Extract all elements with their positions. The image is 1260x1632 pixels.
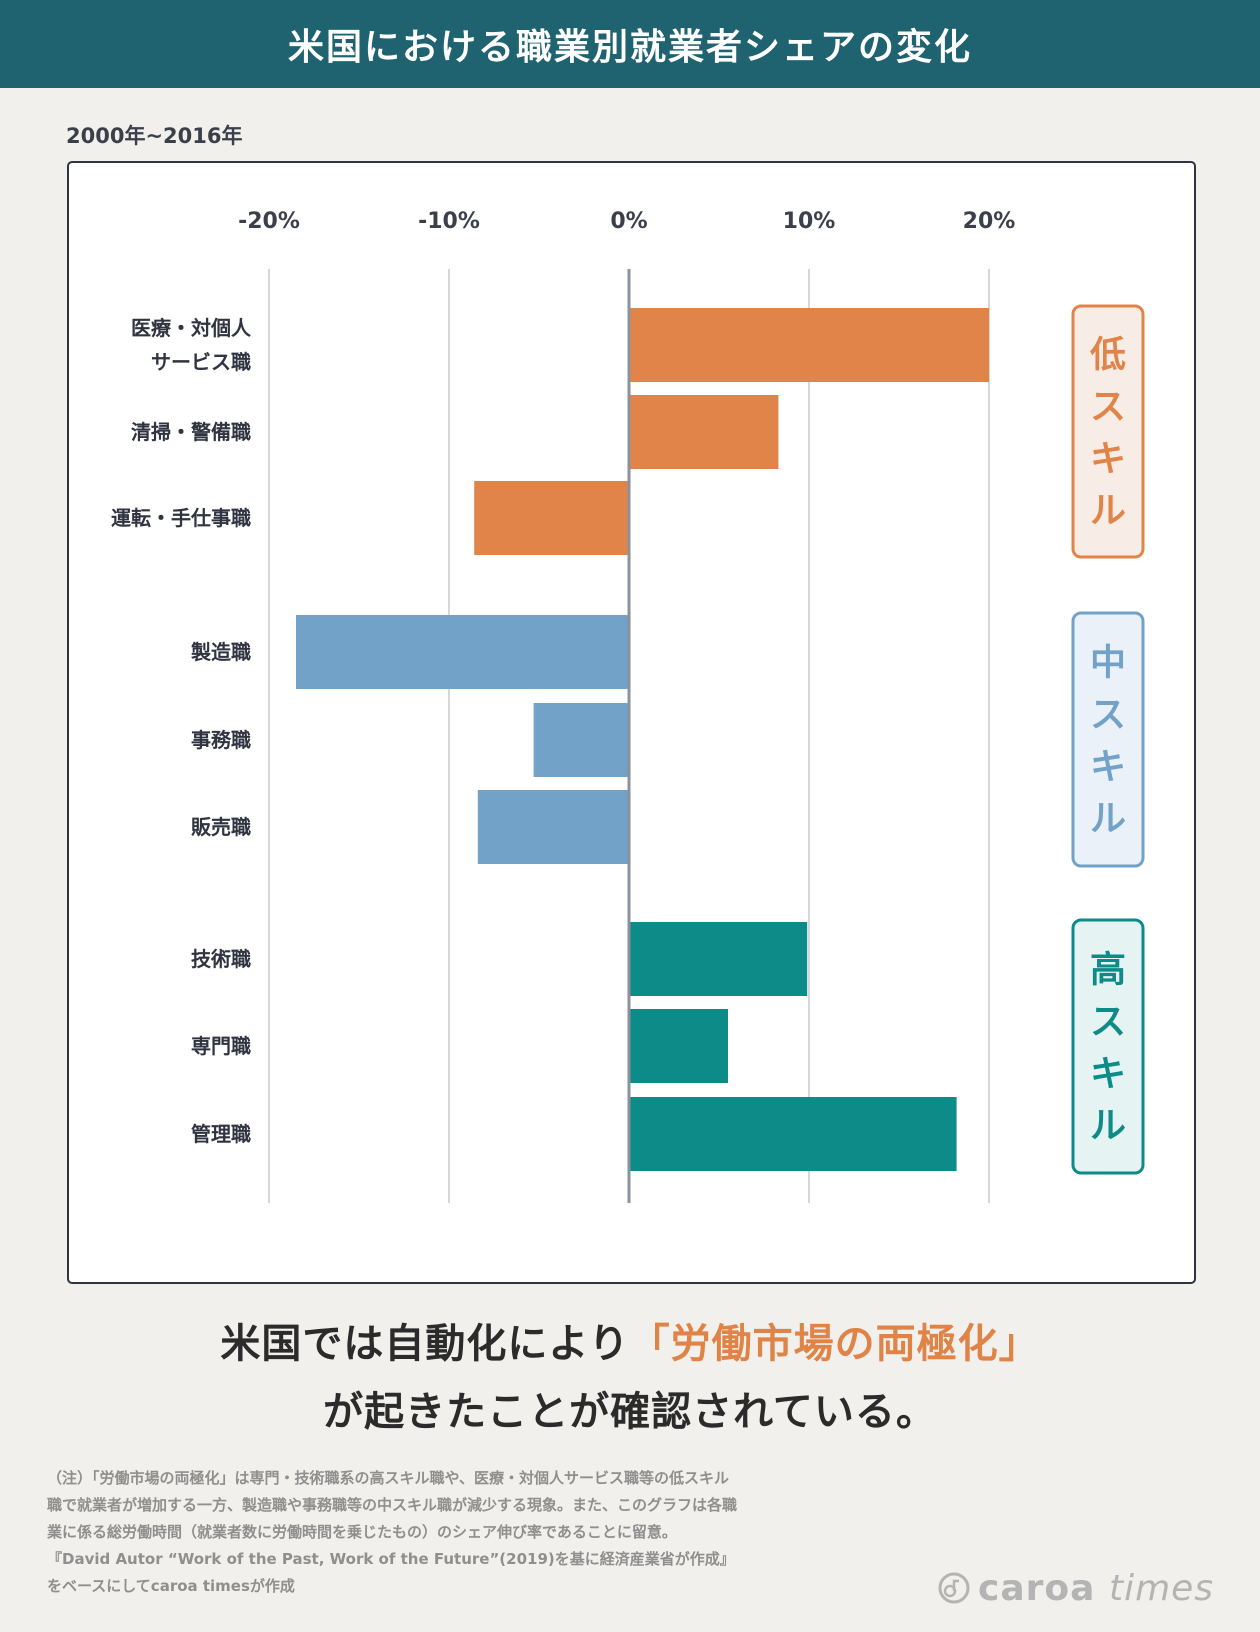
- x-tick-label: 0%: [610, 209, 647, 234]
- skill-group-label: 低: [1090, 335, 1126, 376]
- x-tick-label: 10%: [783, 209, 836, 234]
- bar: [474, 481, 629, 555]
- x-tick-label: -10%: [418, 209, 480, 234]
- period-label: 2000年~2016年: [66, 124, 243, 148]
- category-label: 医療・対個人: [131, 316, 252, 340]
- category-label: 管理職: [191, 1122, 251, 1146]
- category-label: 販売職: [191, 815, 251, 839]
- page-header: 米国における職業別就業者シェアの変化: [0, 0, 1260, 88]
- footnote-line: をベースにしてcaroa timesが作成: [47, 1577, 295, 1595]
- chart-panel: -20% -10% 0% 10% 20% 医療・対個人サービス職清掃・警備職運転・手仕事職…: [67, 161, 1196, 1284]
- skill-group-label: ス: [1090, 1002, 1126, 1043]
- skill-group-label: ル: [1090, 1106, 1126, 1147]
- category-label: 事務職: [191, 728, 251, 752]
- skill-group-label: キ: [1090, 1054, 1126, 1095]
- headline-line-2: が起きたことが確認されている。: [323, 1389, 937, 1435]
- page-title: 米国における職業別就業者シェアの変化: [287, 27, 972, 68]
- skill-group-label: キ: [1090, 439, 1126, 480]
- skill-group-label: ス: [1090, 695, 1126, 736]
- skill-group-box: [1071, 611, 1145, 868]
- footnote-line: （注）「労働市場の両極化」は専門・技術職系の高スキル職や、医療・対個人サービス職…: [47, 1469, 730, 1487]
- bar: [629, 395, 779, 469]
- x-tick-label: -20%: [238, 209, 300, 234]
- skill-group-label: 中: [1090, 643, 1126, 684]
- bar: [629, 1097, 957, 1171]
- skill-group-label: キ: [1090, 747, 1126, 788]
- logo-brand: caroa: [978, 1567, 1096, 1609]
- category-label: サービス職: [151, 350, 251, 374]
- skill-group-box: [1071, 918, 1145, 1175]
- x-tick-label: 20%: [963, 209, 1016, 234]
- headline-text: 米国では自動化により: [220, 1321, 630, 1367]
- bar: [629, 922, 808, 996]
- logo-suffix: times: [1108, 1567, 1215, 1609]
- category-label: 清掃・警備職: [131, 420, 251, 444]
- skill-group-label: ル: [1090, 491, 1126, 532]
- bar: [629, 308, 989, 382]
- footnotes: （注）「労働市場の両極化」は専門・技術職系の高スキル職や、医療・対個人サービス職…: [47, 1465, 927, 1600]
- bar-chart: -20% -10% 0% 10% 20% 医療・対個人サービス職清掃・警備職運転・手仕事職…: [111, 209, 1145, 1203]
- bar: [296, 615, 629, 689]
- bar: [629, 1009, 728, 1083]
- skill-group-label: ル: [1090, 799, 1126, 840]
- footnote-line: 職で就業者が増加する一方、製造職や事務職等の中スキル職が減少する現象。また、この…: [47, 1496, 738, 1514]
- headline-line-1: 米国では自動化により「労働市場の両極化」: [0, 1310, 1260, 1378]
- headline-highlight: 「労働市場の両極化」: [629, 1321, 1040, 1367]
- skill-group-label: ス: [1090, 387, 1126, 428]
- skill-group-label: 高: [1090, 950, 1126, 991]
- category-label: 製造職: [191, 640, 251, 664]
- skill-group-box: [1071, 304, 1145, 559]
- headline: 米国では自動化により「労働市場の両極化」 が起きたことが確認されている。: [0, 1310, 1260, 1446]
- caroa-logo-icon: [938, 1572, 970, 1604]
- category-label: 運転・手仕事職: [111, 506, 251, 530]
- bar: [477, 790, 629, 864]
- footnote-line: 業に係る総労働時間（就業者数に労働時間を乗じたもの）のシェア伸び率であることに留…: [47, 1523, 677, 1541]
- bar: [533, 703, 629, 777]
- caroa-times-logo: caroa times: [938, 1566, 1214, 1610]
- footnote-line: 『David Autor “Work of the Past, Work of …: [47, 1550, 735, 1568]
- logo-text: caroa times: [978, 1568, 1214, 1609]
- category-label: 技術職: [191, 947, 251, 971]
- category-label: 専門職: [191, 1034, 251, 1058]
